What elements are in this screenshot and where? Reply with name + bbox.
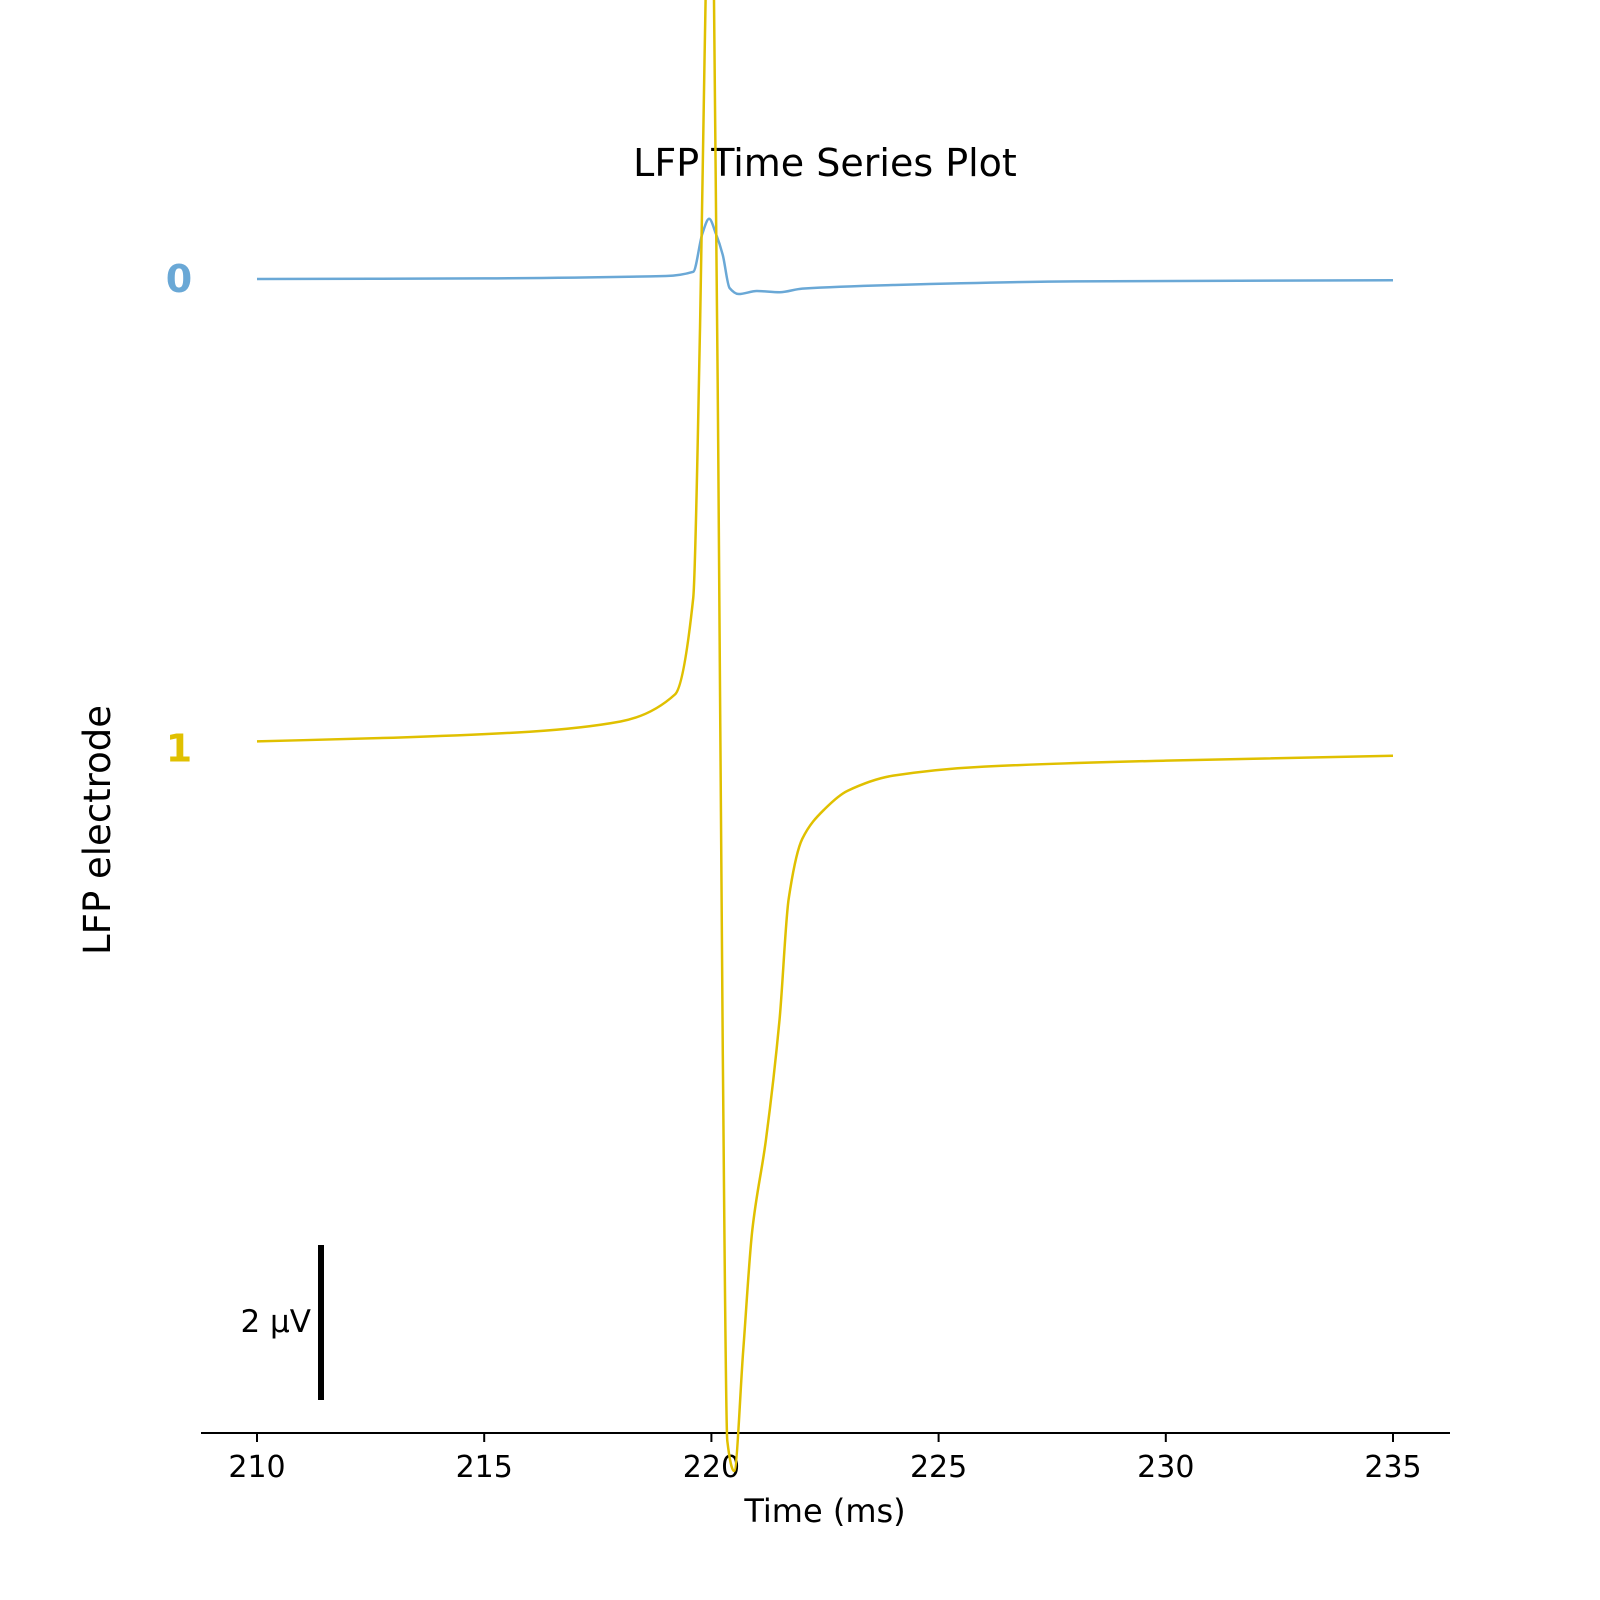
channel-label-0: 0 (166, 257, 192, 301)
series-layer (256, 0, 1394, 1473)
series-line-channel-0 (256, 217, 1394, 296)
x-tick-label: 210 (228, 1450, 285, 1485)
x-tick-label: 230 (1137, 1450, 1194, 1485)
chart-title: LFP Time Series Plot (633, 141, 1017, 185)
channel-label-1: 1 (166, 727, 192, 771)
x-tick-label: 235 (1364, 1450, 1421, 1485)
x-tick-label: 225 (910, 1450, 967, 1485)
scale-bar-label: 2 μV (240, 1304, 311, 1340)
x-ticks: 210 215 220 225 230 235 (228, 1433, 1422, 1485)
scale-bar: 2 μV (240, 1245, 324, 1400)
x-axis-label: Time (ms) (743, 1492, 905, 1530)
channel-labels: 01 (166, 257, 192, 771)
y-axis-label: LFP electrode (76, 705, 119, 955)
x-tick-label: 215 (456, 1450, 513, 1485)
series-line-channel-1 (256, 0, 1394, 1473)
